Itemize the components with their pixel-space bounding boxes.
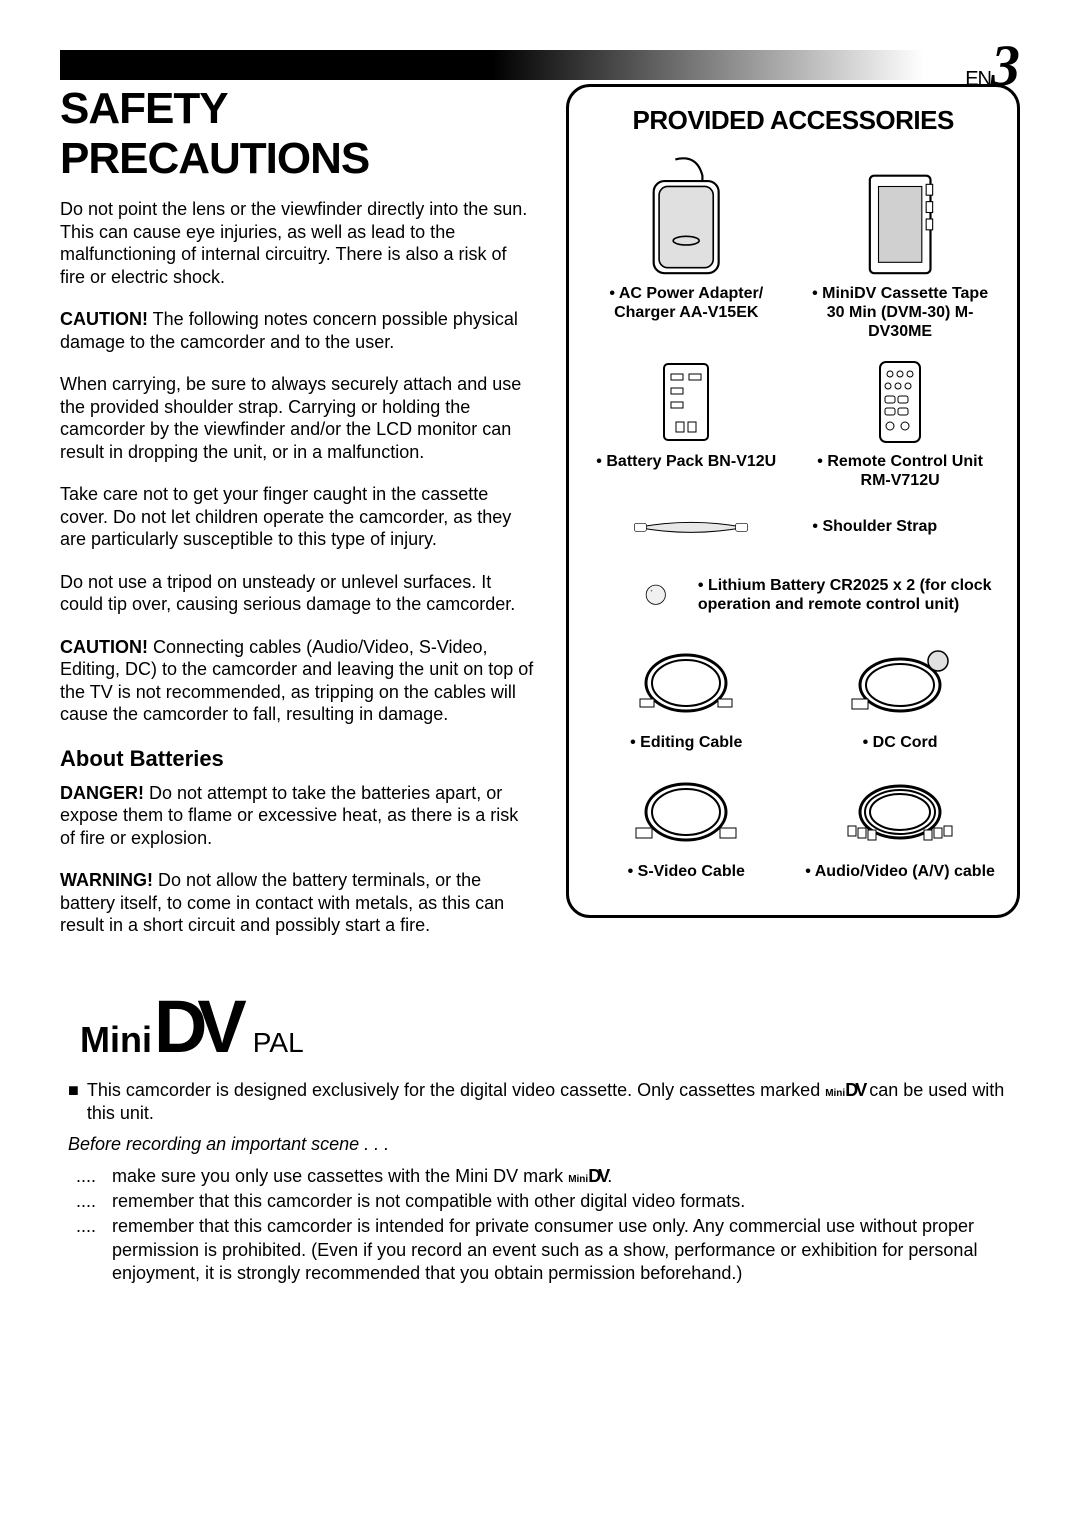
minidv-logo: Mini DV PAL	[80, 997, 1020, 1061]
accessory-battery: • Battery Pack BN-V12U	[589, 352, 783, 490]
editcable-label: • Editing Cable	[630, 733, 742, 752]
caution-label: CAUTION!	[60, 309, 148, 329]
logo-pal: PAL	[253, 1027, 304, 1059]
remote-icon	[840, 352, 960, 452]
adapter-label: • AC Power Adapter/ Charger AA-V15EK	[589, 284, 783, 322]
adapter-icon	[626, 154, 746, 284]
svideo-label: • S-Video Cable	[628, 862, 745, 881]
logo-mini: Mini	[80, 1019, 152, 1061]
right-column: PROVIDED ACCESSORIES • AC Power Adapter/…	[566, 84, 1020, 918]
paragraph-1: Do not point the lens or the viewfinder …	[60, 198, 536, 288]
batteries-heading: About Batteries	[60, 746, 536, 772]
paragraph-5: Do not use a tripod on unsteady or unlev…	[60, 571, 536, 616]
accessory-dccord: • DC Cord	[803, 633, 997, 752]
note1-text-a: This camcorder is designed exclusively f…	[87, 1080, 825, 1100]
danger-label: DANGER!	[60, 783, 144, 803]
minidv-inline-icon: MiniDV	[825, 1079, 864, 1102]
before-item-3: ....remember that this camcorder is inte…	[76, 1215, 1012, 1285]
accessories-title: PROVIDED ACCESSORIES	[589, 105, 997, 136]
accessory-remote: • Remote Control Unit RM-V712U	[803, 352, 997, 490]
bottom-note-1: ■ This camcorder is designed exclusively…	[68, 1079, 1012, 1126]
editcable-icon	[626, 633, 746, 733]
paragraph-2: CAUTION! The following notes concern pos…	[60, 308, 536, 353]
caution-label-2: CAUTION!	[60, 637, 148, 657]
strap-label: • Shoulder Strap	[812, 500, 997, 565]
batteries-danger: DANGER! Do not attempt to take the batte…	[60, 782, 536, 850]
battery-icon	[626, 352, 746, 452]
before-heading: Before recording an important scene . . …	[68, 1133, 1012, 1156]
accessory-avcable: • Audio/Video (A/V) cable	[803, 762, 997, 881]
accessory-lithium: + • Lithium Battery CR2025 x 2 (for cloc…	[589, 573, 997, 617]
accessories-box: PROVIDED ACCESSORIES • AC Power Adapter/…	[566, 84, 1020, 918]
warning-label: WARNING!	[60, 870, 153, 890]
dccord-label: • DC Cord	[863, 733, 938, 752]
batteries-warning: WARNING! Do not allow the battery termin…	[60, 869, 536, 937]
minidv-inline-icon-2: MiniDV	[568, 1165, 607, 1188]
accessory-editcable: • Editing Cable	[589, 633, 783, 752]
dccord-icon	[840, 633, 960, 733]
battery-label: • Battery Pack BN-V12U	[596, 452, 776, 471]
avcable-label: • Audio/Video (A/V) cable	[805, 862, 995, 881]
header-gradient-bar: EN3	[60, 50, 1020, 80]
paragraph-4: Take care not to get your finger caught …	[60, 483, 536, 551]
page-label: EN3	[965, 32, 1020, 99]
square-bullet-icon: ■	[68, 1079, 79, 1126]
logo-dv: DV	[154, 997, 237, 1056]
main-title: SAFETY PRECAUTIONS	[60, 84, 536, 184]
cassette-icon	[840, 154, 960, 284]
accessory-adapter: • AC Power Adapter/ Charger AA-V15EK	[589, 154, 783, 342]
paragraph-6: CAUTION! Connecting cables (Audio/Video,…	[60, 636, 536, 726]
avcable-icon	[840, 762, 960, 862]
accessory-strap-img	[589, 500, 792, 555]
lithium-label: • Lithium Battery CR2025 x 2 (for clock …	[698, 576, 997, 614]
lithium-icon: +	[644, 573, 668, 617]
left-column: SAFETY PRECAUTIONS Do not point the lens…	[60, 84, 536, 957]
remote-label: • Remote Control Unit RM-V712U	[803, 452, 997, 490]
cassette-label: • MiniDV Cassette Tape 30 Min (DVM-30) M…	[803, 284, 997, 342]
svideo-icon	[626, 762, 746, 862]
before-item-1: ....make sure you only use cassettes wit…	[76, 1165, 1012, 1188]
paragraph-3: When carrying, be sure to always securel…	[60, 373, 536, 463]
bottom-section: ■ This camcorder is designed exclusively…	[60, 1079, 1020, 1286]
page-number: 3	[991, 33, 1020, 98]
accessory-svideo: • S-Video Cable	[589, 762, 783, 881]
lang-code: EN	[965, 68, 991, 90]
before-item-2: ....remember that this camcorder is not …	[76, 1190, 1012, 1213]
strap-icon	[631, 500, 751, 555]
accessory-cassette: • MiniDV Cassette Tape 30 Min (DVM-30) M…	[803, 154, 997, 342]
